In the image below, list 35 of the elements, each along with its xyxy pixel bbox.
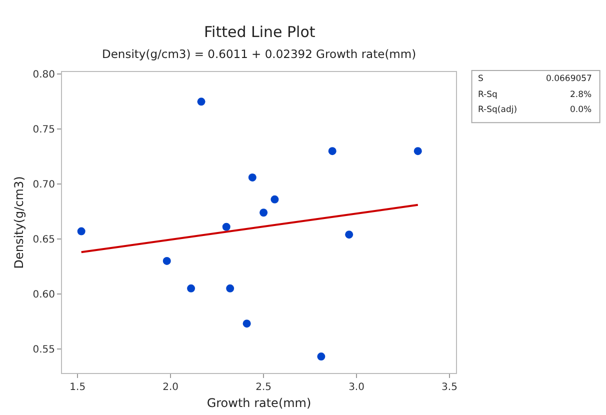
text: 0.0669057 [546, 74, 592, 84]
point [222, 222, 230, 231]
point [328, 147, 336, 156]
y-axis-title: Density(g/cm3) [12, 176, 26, 269]
y-tick-label: 0.75 [32, 124, 55, 136]
x-tick-label: 3.5 [442, 382, 458, 393]
point [162, 256, 171, 265]
y-tick-label: 0.60 [32, 289, 55, 300]
y-tick-label: 0.55 [32, 344, 55, 356]
x-axis-title: Growth rate(mm) [206, 396, 312, 410]
point [414, 147, 422, 156]
point [187, 284, 196, 292]
y-tick-label: 0.70 [32, 180, 55, 191]
chart-subtitle: Density(g/cm3) = 0.6011 + 0.02392 Growth rate(mm) [102, 47, 416, 61]
point [345, 230, 354, 239]
text: 2.8% [570, 90, 592, 100]
text: 0.0% [570, 105, 592, 115]
text: R-Sq [478, 90, 498, 100]
point [317, 352, 326, 361]
point [242, 320, 251, 328]
point [260, 208, 268, 217]
x-tick-label: 2.5 [256, 382, 272, 393]
y-tick-label: 0.80 [32, 70, 55, 81]
x-tick-label: 1.5 [70, 382, 86, 393]
point [248, 173, 256, 182]
point [197, 98, 206, 106]
chart-title: Fitted Line Plot [204, 23, 316, 41]
x-tick-label: 3.0 [348, 382, 364, 393]
text: R-Sq(adj) [478, 105, 518, 115]
point [270, 195, 279, 204]
point [77, 227, 86, 236]
text: S [478, 74, 484, 84]
y-tick-label: 0.65 [32, 234, 55, 246]
x-tick-label: 2.0 [162, 382, 179, 393]
point [226, 284, 234, 292]
